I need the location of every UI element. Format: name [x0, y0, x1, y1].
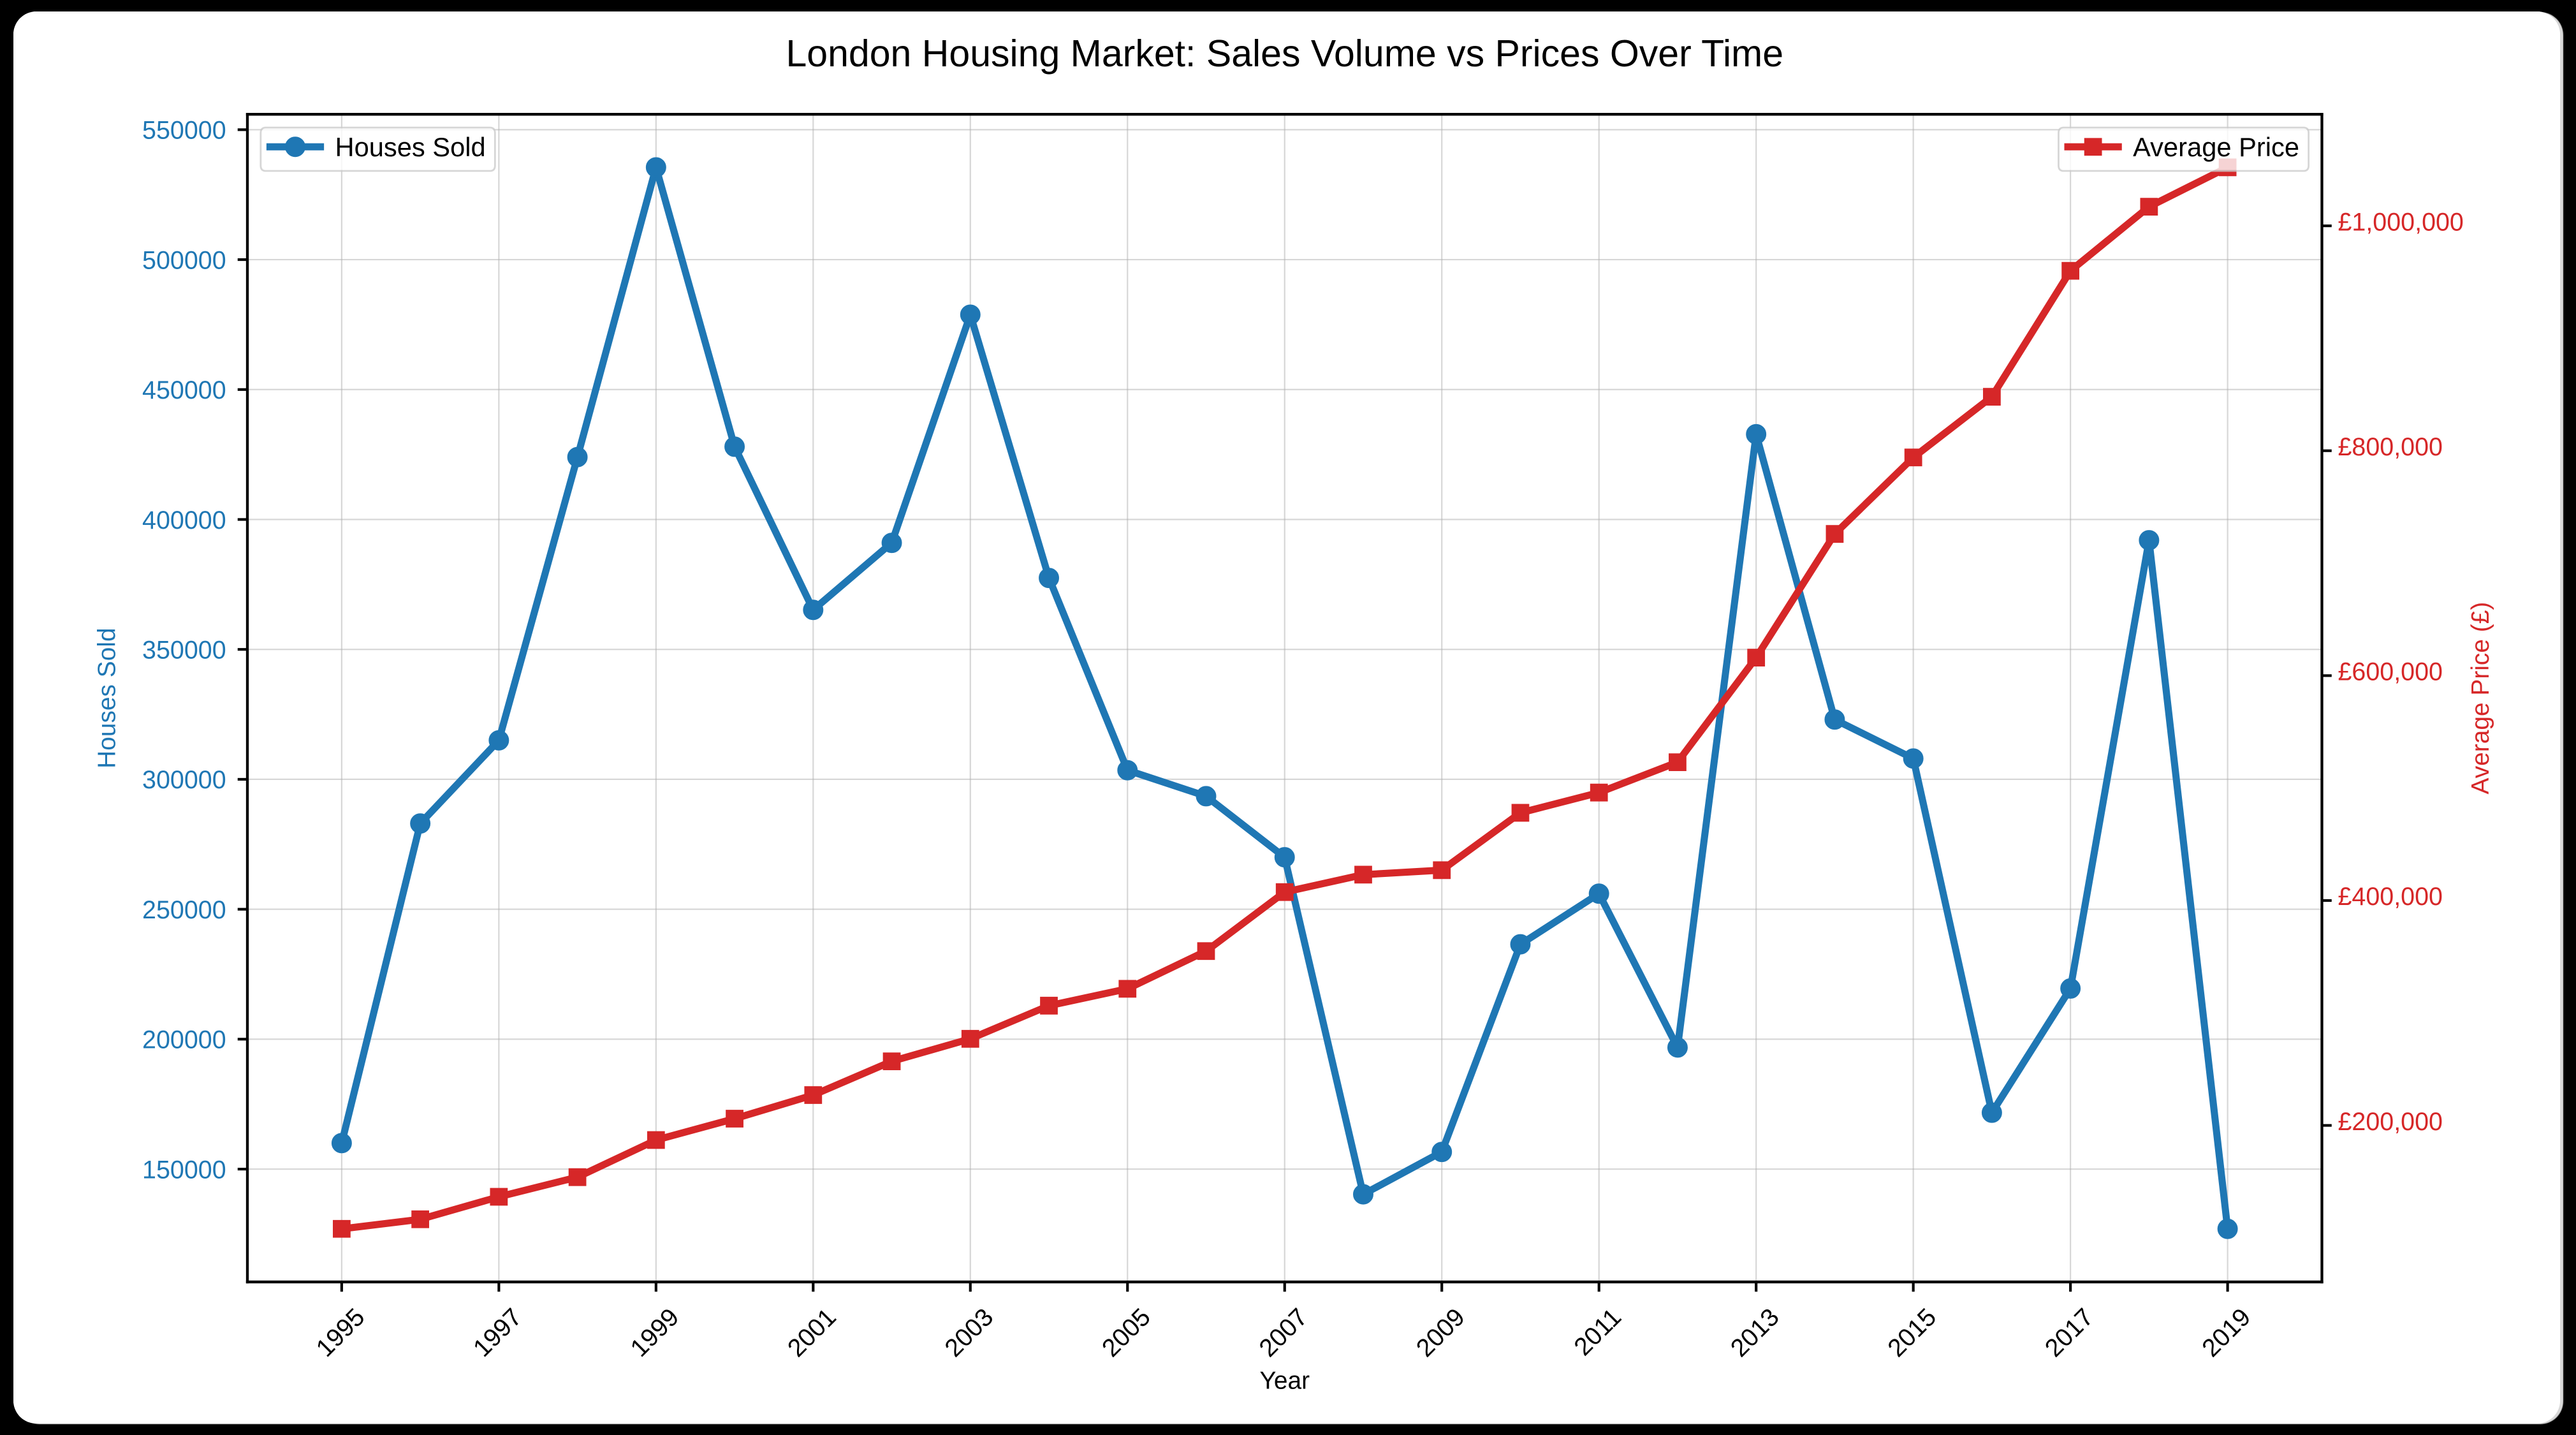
svg-text:400000: 400000	[142, 506, 226, 534]
svg-text:250000: 250000	[142, 896, 226, 924]
svg-text:350000: 350000	[142, 636, 226, 664]
svg-text:£400,000: £400,000	[2338, 883, 2443, 911]
svg-text:150000: 150000	[142, 1156, 226, 1184]
svg-text:Average Price (£): Average Price (£)	[2467, 602, 2494, 795]
svg-text:Average Price: Average Price	[2133, 132, 2299, 162]
svg-text:200000: 200000	[142, 1026, 226, 1054]
svg-text:London Housing Market: Sales V: London Housing Market: Sales Volume vs P…	[786, 33, 1783, 75]
svg-text:£600,000: £600,000	[2338, 658, 2443, 686]
svg-text:300000: 300000	[142, 766, 226, 794]
svg-text:550000: 550000	[142, 117, 226, 145]
svg-text:Year: Year	[1259, 1367, 1310, 1395]
svg-text:450000: 450000	[142, 376, 226, 404]
svg-text:£1,000,000: £1,000,000	[2338, 208, 2463, 236]
svg-text:500000: 500000	[142, 246, 226, 274]
svg-text:£200,000: £200,000	[2338, 1108, 2443, 1136]
svg-text:Houses Sold: Houses Sold	[93, 628, 121, 768]
svg-text:Houses Sold: Houses Sold	[335, 132, 486, 162]
svg-text:£800,000: £800,000	[2338, 433, 2443, 461]
